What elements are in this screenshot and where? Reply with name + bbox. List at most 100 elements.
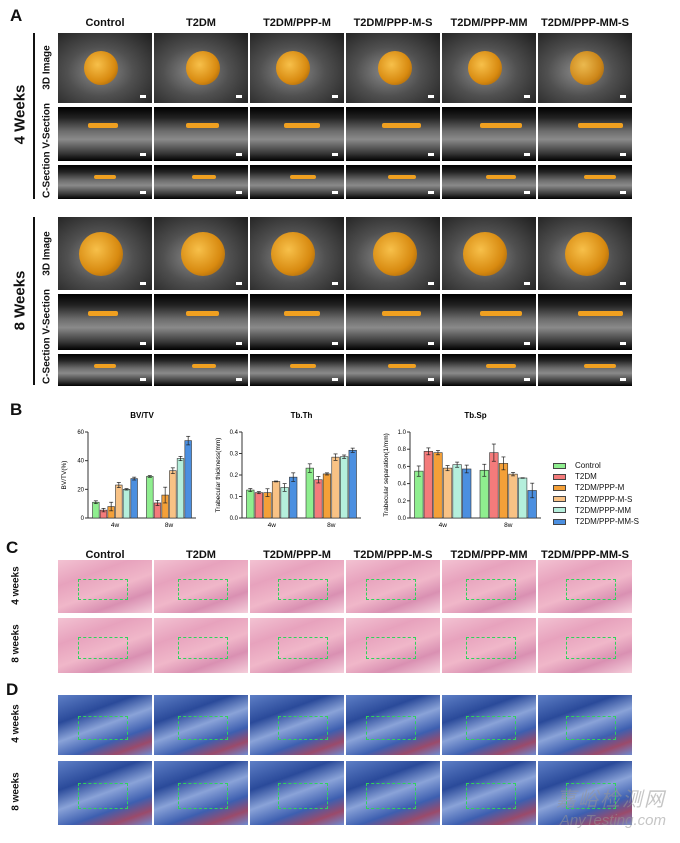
divider-4weeks <box>33 33 35 199</box>
scale-bar <box>428 342 434 345</box>
legend-item: T2DM/PPP-M-S <box>553 494 639 505</box>
defect-disc <box>570 51 604 85</box>
c-section-image <box>538 165 632 199</box>
legend-swatch <box>553 507 566 514</box>
legend-item: T2DM <box>553 471 639 482</box>
defect-region <box>382 310 421 316</box>
defect-region <box>584 363 616 368</box>
masson-image <box>442 761 536 825</box>
scale-bar <box>236 95 242 98</box>
defect-region <box>88 310 118 316</box>
region-box <box>566 637 616 660</box>
legend-swatch <box>553 496 566 503</box>
scale-bar <box>332 95 338 98</box>
defect-disc <box>271 231 315 276</box>
region-box <box>78 637 128 660</box>
timepoint-label-8weeks: 8 Weeks <box>11 270 29 331</box>
region-box <box>178 578 228 600</box>
timepoint-label-c-8w: 8 weeks <box>10 624 22 663</box>
c-section-image <box>538 354 632 386</box>
defect-disc <box>463 231 507 276</box>
panel-label-b: B <box>10 400 23 419</box>
bar <box>176 458 185 519</box>
chart-0: BV/TV BV/TV(%) 0 20 40 60 4w 8w <box>61 411 196 529</box>
column-header: T2DM/PPP-MM-S <box>541 17 629 29</box>
defect-region <box>382 123 421 129</box>
3d-image <box>442 33 536 103</box>
scale-bar <box>332 342 338 345</box>
region-box <box>78 578 128 600</box>
region-box <box>366 578 416 600</box>
column-header: T2DM <box>186 17 216 29</box>
scale-bar <box>140 282 146 285</box>
defect-region <box>94 175 116 180</box>
bar <box>305 467 314 519</box>
3d-image <box>58 33 152 103</box>
timepoint-label-c-4w: 4 weeks <box>10 566 22 605</box>
bar <box>271 481 281 519</box>
defect-disc <box>378 51 412 85</box>
column-header: Control <box>85 549 125 561</box>
y-axis-label: BV/TV(%) <box>61 461 68 490</box>
y-tick-label: 20 <box>77 487 84 493</box>
3d-image <box>346 217 440 290</box>
bar <box>130 478 138 519</box>
row-label-3d-image-8w: 3D Image <box>41 231 53 276</box>
column-header: Control <box>85 17 125 29</box>
legend-label: T2DM/PPP-M-S <box>575 494 633 504</box>
region-box <box>78 716 128 740</box>
c-section-image <box>58 165 152 199</box>
scale-bar <box>428 191 434 194</box>
bar <box>331 456 340 519</box>
x-tick-label: 4w <box>439 522 448 529</box>
region-box <box>178 783 228 809</box>
masson-image <box>250 761 344 825</box>
v-section-image <box>346 107 440 161</box>
bar <box>433 452 443 519</box>
scale-bar <box>236 153 242 156</box>
region-box <box>278 716 328 740</box>
timepoint-label-d-4w: 4 weeks <box>10 704 22 743</box>
region-box <box>78 783 128 809</box>
masson-image <box>58 695 152 755</box>
legend-label: T2DM <box>575 472 597 482</box>
region-box <box>278 783 328 809</box>
defect-region <box>186 310 219 316</box>
3d-image <box>154 217 248 290</box>
chart-1: Tb.Th Trabecular thickness(mm) 0.0 0.1 0.2 0.… <box>215 411 361 529</box>
scale-bar <box>236 342 242 345</box>
defect-region <box>584 175 616 180</box>
masson-image <box>250 695 344 755</box>
scale-bar <box>140 378 146 381</box>
c-section-image <box>442 165 536 199</box>
bar <box>246 489 255 519</box>
legend-item: T2DM/PPP-MM-S <box>553 516 639 527</box>
he-image <box>346 560 440 613</box>
v-section-image <box>538 294 632 350</box>
scale-bar <box>524 282 530 285</box>
y-tick-label: 0.0 <box>398 516 407 522</box>
he-image <box>154 560 248 613</box>
panel-label-a: A <box>10 6 23 25</box>
v-section-image <box>154 107 248 161</box>
defect-disc <box>373 231 417 276</box>
3d-image <box>250 33 344 103</box>
scale-bar <box>524 378 530 381</box>
y-tick-label: 40 <box>77 459 84 465</box>
column-header: T2DM <box>186 549 216 561</box>
c-section-image <box>442 354 536 386</box>
bar <box>289 476 298 519</box>
defect-disc <box>84 51 118 85</box>
region-box <box>566 578 616 600</box>
scale-bar <box>236 378 242 381</box>
defect-region <box>388 363 416 368</box>
3d-image <box>346 33 440 103</box>
v-section-image <box>58 294 152 350</box>
y-tick-label: 0.4 <box>230 430 239 436</box>
masson-image <box>346 695 440 755</box>
scale-bar <box>332 153 338 156</box>
3d-image <box>538 33 632 103</box>
bar <box>348 449 357 519</box>
chart-title: Tb.Sp <box>464 411 486 420</box>
y-tick-label: 0.0 <box>230 516 239 522</box>
